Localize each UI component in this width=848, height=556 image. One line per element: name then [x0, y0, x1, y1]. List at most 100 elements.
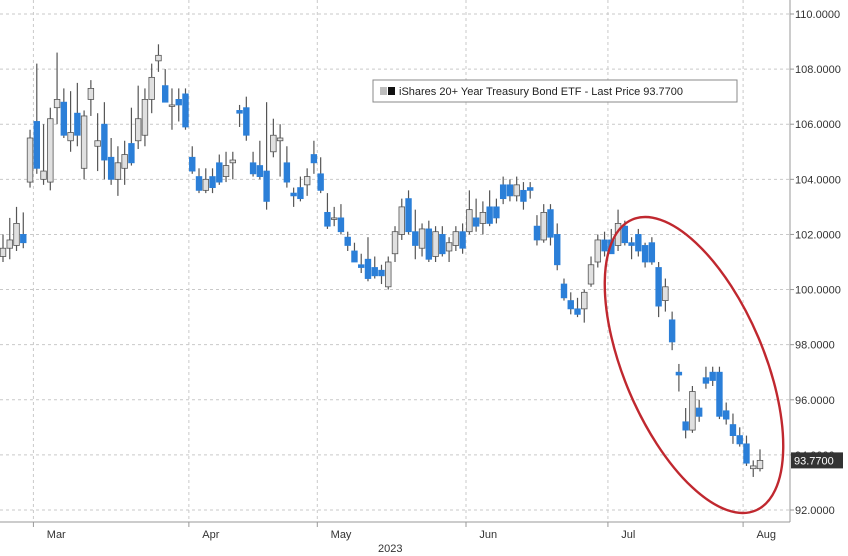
candle-body	[236, 110, 243, 114]
legend-swatch-down	[388, 87, 395, 95]
candle-body	[324, 211, 331, 227]
candle-body	[189, 156, 196, 172]
legend-label: iShares 20+ Year Treasury Bond ETF - Las…	[399, 86, 683, 98]
candle-body	[209, 176, 216, 188]
candle-body	[668, 319, 676, 343]
candle-body	[459, 231, 466, 249]
candle-body	[466, 209, 473, 233]
x-tick-label: Jul	[621, 529, 635, 541]
candle-body	[709, 371, 716, 381]
candle-body	[526, 187, 534, 191]
candle-body	[486, 206, 493, 224]
candle-body	[168, 104, 176, 107]
candle-body	[6, 239, 13, 249]
y-tick-label: 106.0000	[795, 119, 841, 131]
candle-body	[736, 435, 743, 445]
candle-body	[182, 93, 189, 128]
candle-body	[141, 99, 149, 136]
candle-body	[162, 85, 169, 103]
x-tick-label: May	[331, 529, 352, 541]
candle-body	[229, 159, 237, 164]
candle-body	[364, 258, 372, 279]
candle-body	[506, 184, 514, 197]
x-year-label: 2023	[378, 543, 402, 555]
candle-body	[655, 267, 662, 307]
candle-body	[675, 371, 683, 376]
candle-body	[445, 242, 453, 252]
last-price-label-bg	[791, 452, 843, 469]
candle-body	[756, 459, 764, 470]
candle-body	[716, 371, 723, 417]
candle-body	[425, 228, 433, 260]
candle-body	[87, 88, 95, 100]
x-axis: Mar Apr May Jun Jul Aug 2023	[0, 521, 790, 555]
candle-body	[743, 443, 750, 464]
candle-body	[723, 410, 730, 420]
candle-body	[567, 300, 574, 310]
candle-body	[635, 234, 642, 252]
candle-body	[689, 391, 696, 431]
candle-body	[33, 121, 40, 169]
candle-body	[0, 247, 7, 257]
y-tick-label: 92.0000	[795, 505, 835, 517]
candle-body	[412, 231, 419, 246]
legend: iShares 20+ Year Treasury Bond ETF - Las…	[372, 79, 738, 103]
candle-body	[371, 267, 378, 277]
candle-body	[67, 132, 74, 142]
y-tick-label: 96.0000	[795, 395, 835, 407]
candle-body	[750, 465, 757, 470]
candle-body	[648, 242, 656, 263]
candles	[0, 44, 764, 477]
candle-body	[337, 217, 345, 233]
candle-body	[378, 269, 385, 277]
candle-body	[513, 184, 520, 197]
y-axis: 110.0000 108.0000 106.0000 104.0000 102.0000…	[789, 0, 843, 522]
candle-body	[134, 118, 142, 142]
candle-body	[385, 261, 392, 288]
candle-body	[472, 217, 480, 227]
candle-body	[330, 217, 338, 220]
candle-body	[276, 137, 284, 142]
candle-body	[297, 187, 304, 200]
candle-body	[520, 189, 527, 202]
x-tick-label: Jun	[479, 529, 497, 541]
candle-body	[283, 162, 291, 183]
candle-body	[216, 162, 223, 183]
candle-body	[101, 123, 108, 161]
candle-body	[13, 223, 20, 246]
candle-body	[121, 154, 128, 169]
candle-body	[540, 211, 547, 241]
candle-body	[317, 173, 324, 191]
candle-body	[479, 211, 487, 224]
y-tick-label: 102.0000	[795, 229, 841, 241]
candle-body	[621, 225, 629, 244]
candle-body	[547, 209, 554, 238]
x-tick-label: Apr	[202, 529, 219, 541]
candle-body	[290, 192, 297, 197]
candle-body	[682, 421, 689, 431]
candle-body	[398, 206, 405, 235]
candle-body	[662, 286, 669, 301]
candle-body	[641, 245, 649, 263]
candle-body	[107, 156, 115, 180]
y-tick-label: 108.0000	[795, 64, 841, 76]
candle-body	[432, 231, 439, 257]
candle-body	[533, 225, 541, 241]
candle-body	[391, 231, 399, 255]
candle-body	[405, 198, 412, 233]
candle-body	[493, 206, 500, 219]
candle-body	[80, 115, 88, 169]
x-tick-label: Aug	[756, 529, 776, 541]
candle-body	[574, 308, 581, 315]
last-price-label: 93.7700	[794, 455, 834, 467]
candle-body	[499, 184, 507, 200]
candle-body	[243, 107, 250, 136]
candle-body	[729, 424, 737, 437]
candle-body	[26, 137, 34, 183]
candle-body	[148, 76, 155, 100]
legend-box	[372, 79, 738, 103]
candle-body	[249, 162, 257, 175]
candle-body	[601, 239, 608, 252]
candle-body	[128, 143, 135, 164]
